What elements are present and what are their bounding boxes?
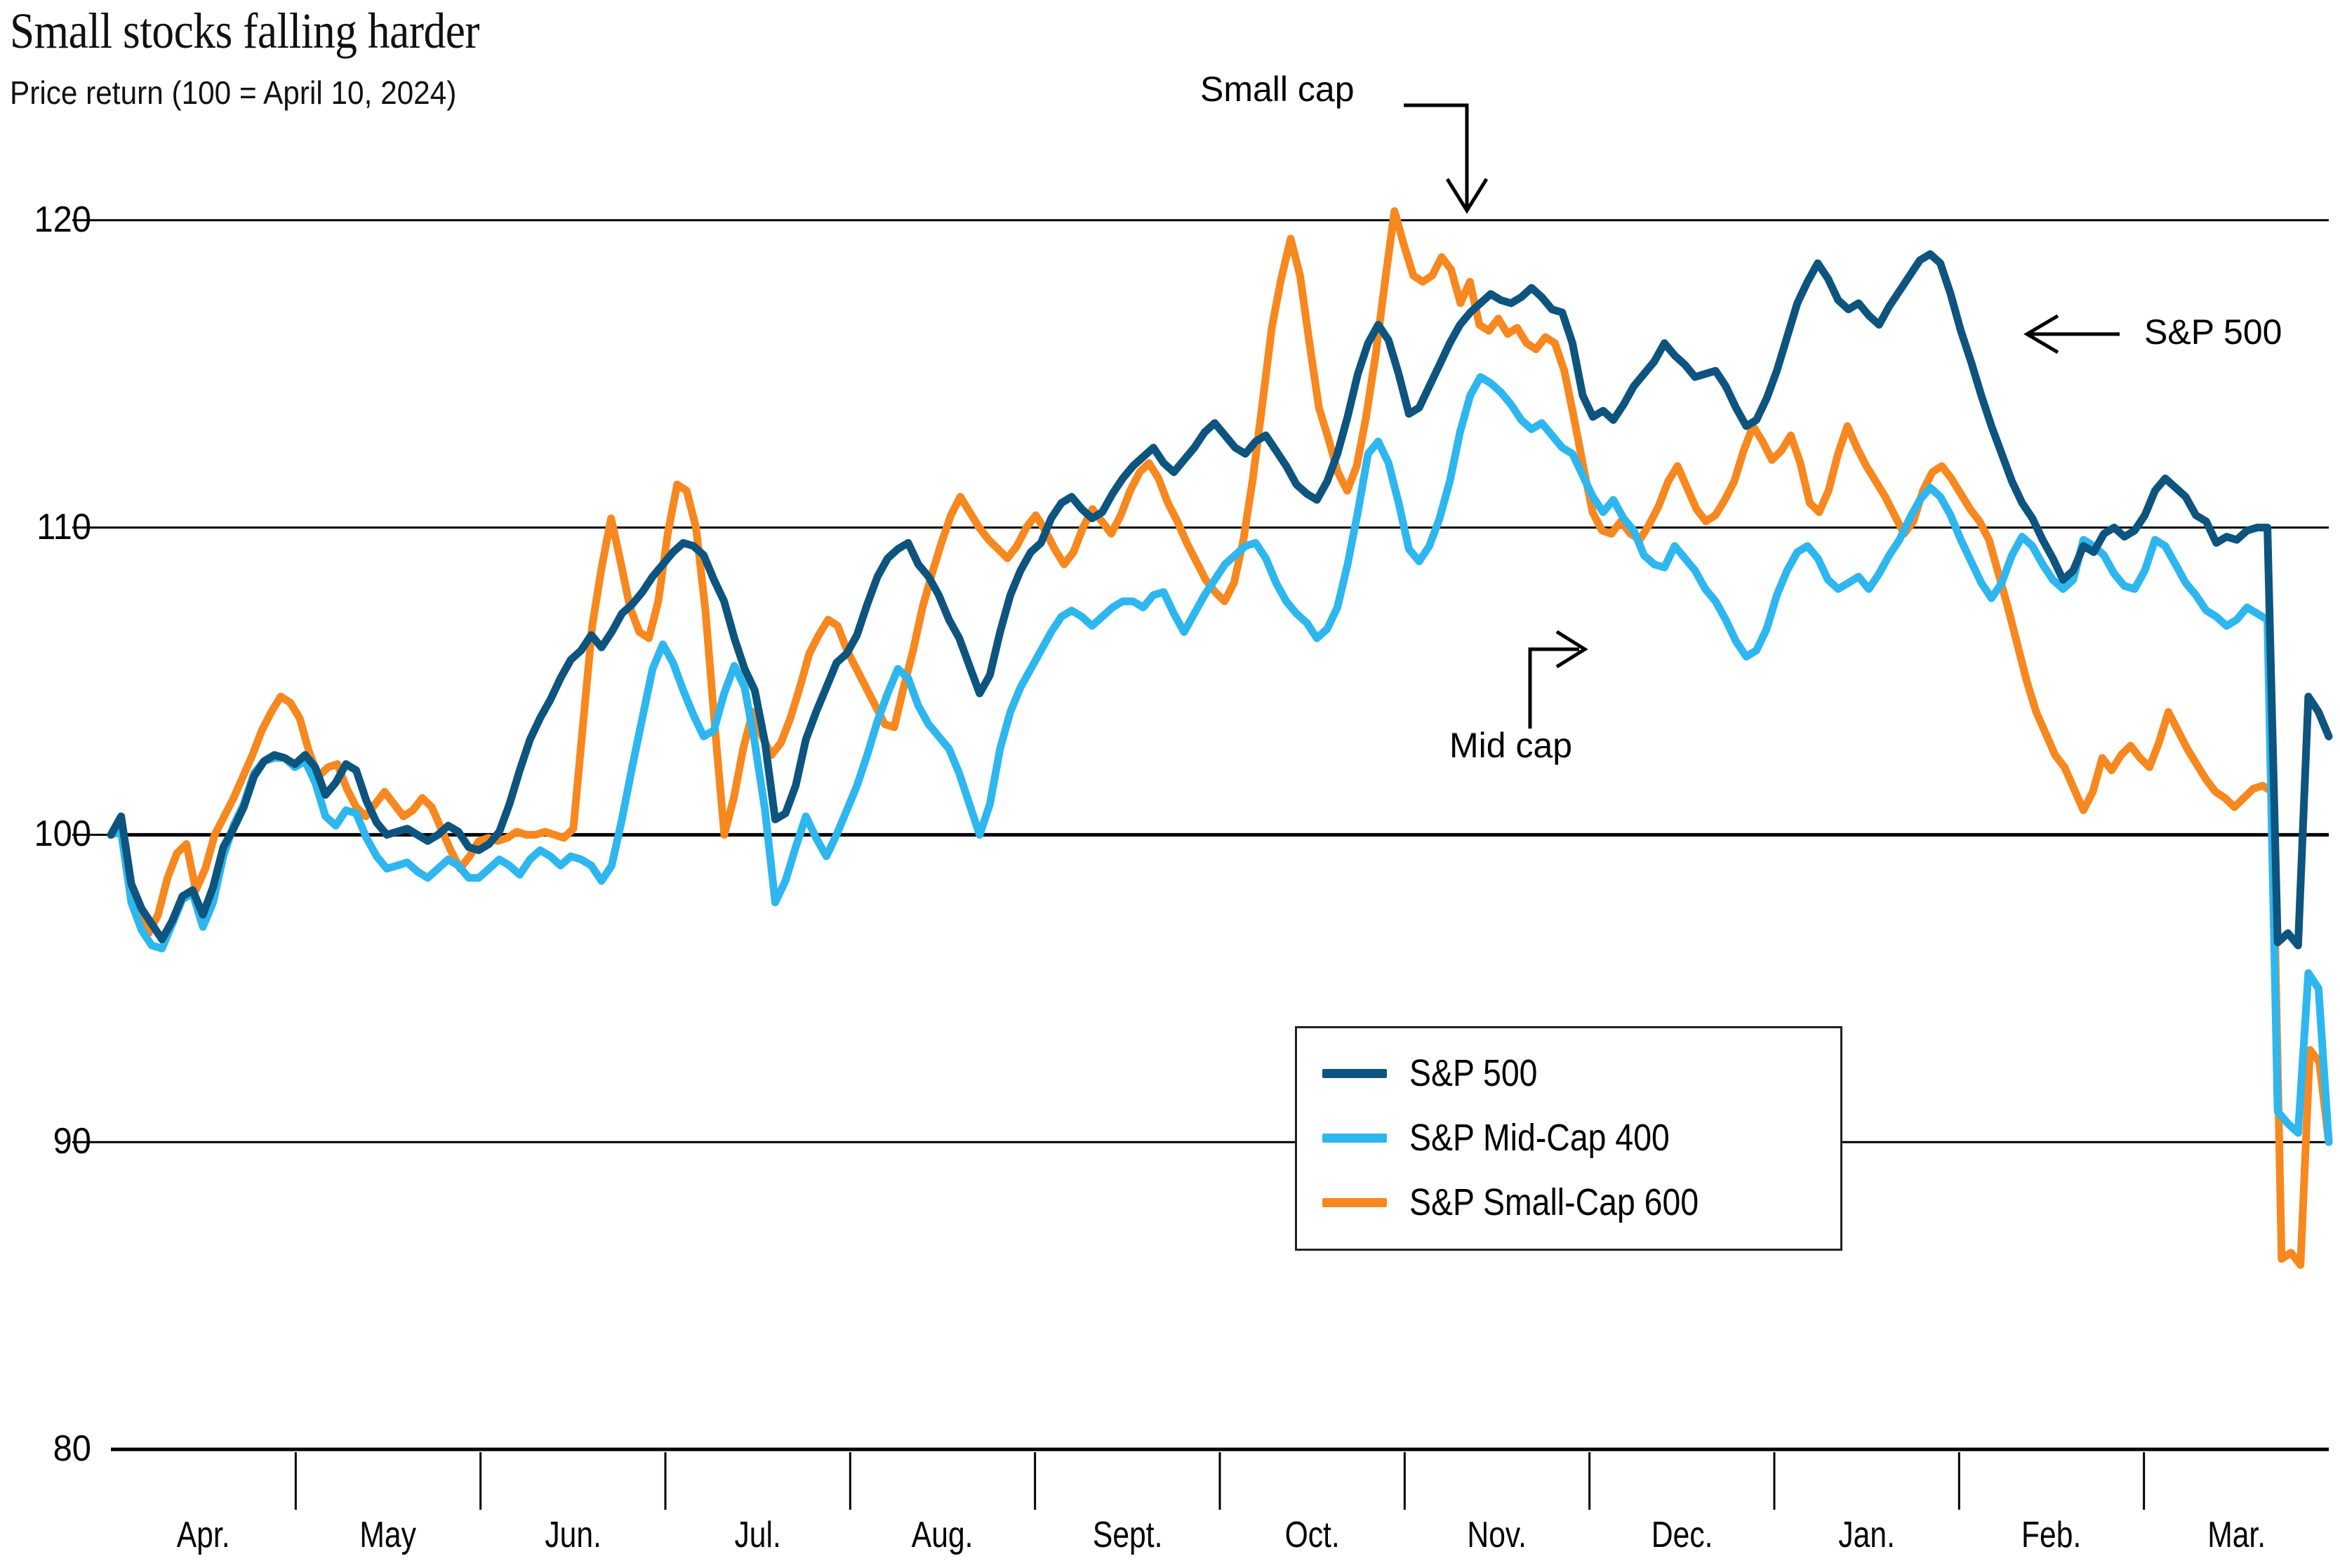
x-axis-tick-label: Mar. xyxy=(2207,1515,2266,1555)
annotation-sp500: S&P 500 xyxy=(2144,312,2282,352)
x-axis-ticks xyxy=(294,1452,2146,1510)
x-axis-tick-label: Apr. xyxy=(176,1515,230,1555)
y-axis-tick-label: 90 xyxy=(53,1121,91,1162)
x-axis-tick-label: Jun. xyxy=(545,1515,601,1555)
x-axis-tick-label: Sept. xyxy=(1092,1515,1163,1555)
x-axis-tick-label: Oct. xyxy=(1284,1515,1340,1555)
x-axis-tick-label: Aug. xyxy=(912,1515,973,1555)
legend-item-label: S&P Small-Cap 600 xyxy=(1409,1181,1699,1223)
legend-item-label: S&P 500 xyxy=(1409,1052,1538,1094)
y-axis-tick-label: 110 xyxy=(36,506,91,547)
page-title: Small stocks falling harder xyxy=(10,3,480,59)
y-axis-tick-marks xyxy=(72,219,111,1143)
legend-item-label: S&P Mid-Cap 400 xyxy=(1409,1117,1670,1159)
y-axis-tick-label: 80 xyxy=(53,1428,91,1469)
legend-color-swatch xyxy=(1322,1133,1387,1143)
y-axis-tick-label: 100 xyxy=(34,813,91,855)
legend-color-swatch xyxy=(1322,1197,1387,1207)
legend-item-0[interactable]: S&P 500 xyxy=(1322,1052,1558,1094)
x-axis-tick-label: Nov. xyxy=(1467,1515,1527,1555)
annotation-mid-cap: Mid cap xyxy=(1449,726,1573,765)
legend-color-swatch xyxy=(1322,1068,1387,1078)
chart-subtitle: Price return (100 = April 10, 2024) xyxy=(10,74,457,111)
x-axis-tick-label: Feb. xyxy=(2021,1515,2082,1555)
x-axis-tick-label: Jul. xyxy=(734,1515,781,1555)
x-axis-tick-label: Dec. xyxy=(1651,1515,1713,1555)
chart-legend: S&P 500 S&P Mid-Cap 400 S&P Small-Cap 600 xyxy=(1295,1026,1842,1251)
x-axis-tick-label: May xyxy=(359,1515,417,1555)
x-axis-tick-label: Jan. xyxy=(1838,1515,1895,1555)
annotation-small-cap: Small cap xyxy=(1200,69,1355,109)
data-series xyxy=(107,207,2333,1269)
legend-item-2[interactable]: S&P Small-Cap 600 xyxy=(1322,1181,1746,1223)
y-axis-tick-label: 120 xyxy=(34,199,91,240)
annotation-arrows xyxy=(1404,103,2120,729)
legend-item-1[interactable]: S&P Mid-Cap 400 xyxy=(1322,1117,1712,1159)
